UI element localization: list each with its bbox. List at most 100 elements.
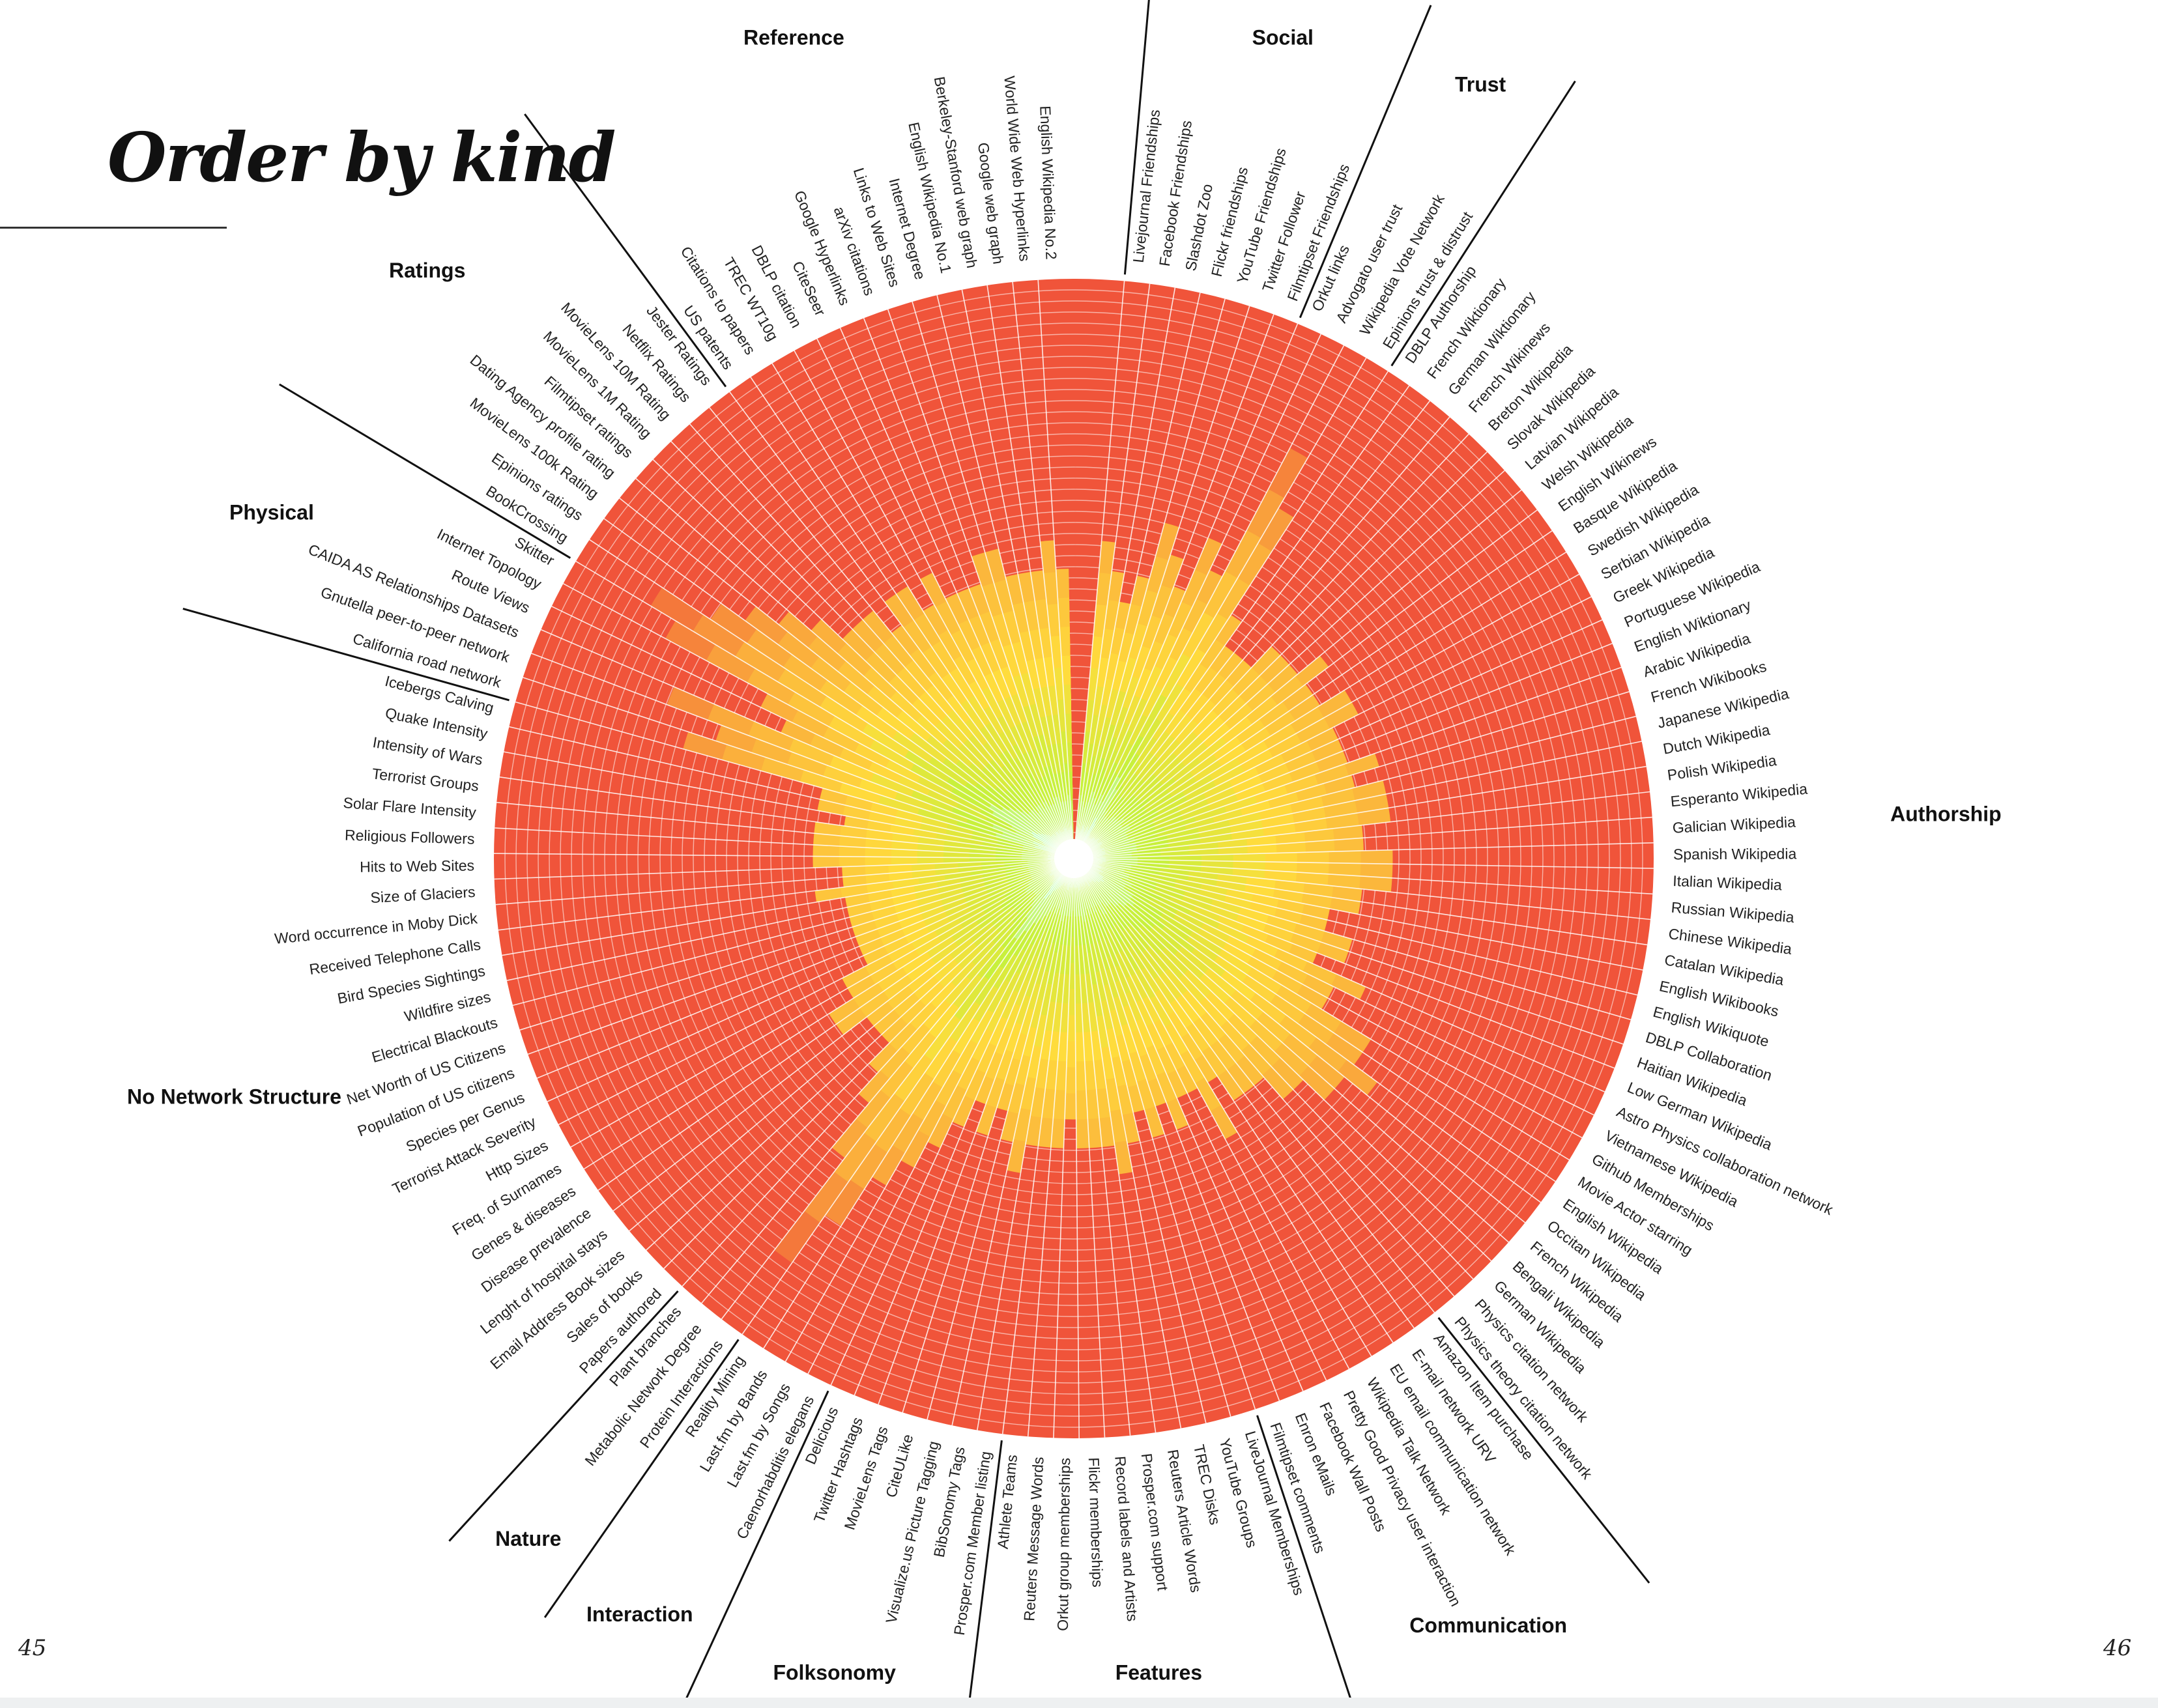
spoke-separator: [619, 498, 1074, 859]
network-label: CiteULike: [882, 1432, 916, 1500]
spoke-separator: [495, 827, 1074, 859]
category-divider: [1256, 1415, 1355, 1708]
ring-line: [715, 500, 1433, 1217]
spoke-separator: [784, 858, 1074, 1362]
spoke-separator: [1073, 858, 1632, 1021]
spoke-separator: [701, 858, 1074, 1304]
spoke-separator: [1073, 323, 1299, 859]
network-label: Solar Flare Intensity: [343, 794, 477, 821]
category-label: Folksonomy: [773, 1660, 896, 1684]
ring-line: [626, 411, 1521, 1306]
spoke-separator: [1073, 666, 1622, 859]
spoke-separator: [951, 858, 1074, 1426]
ring-line: [515, 300, 1632, 1417]
spoke-separator: [536, 858, 1074, 1079]
spoke-separator: [1073, 858, 1207, 1423]
dividers-layer: [182, 0, 1650, 1708]
spoke-separator: [1073, 619, 1603, 859]
spoke-separator: [1073, 858, 1653, 895]
network-label: Record labels and Artists: [1112, 1455, 1141, 1622]
ring-line: [571, 356, 1577, 1361]
spoke-separator: [1053, 858, 1074, 1438]
spoke-separator: [1073, 858, 1583, 1139]
category-divider: [543, 1339, 740, 1618]
spoke-separator: [1073, 858, 1615, 1069]
category-divider: [968, 1440, 1003, 1708]
spoke-separator: [1073, 858, 1605, 1092]
spoke-separator: [961, 289, 1074, 859]
ring-line: [582, 367, 1566, 1350]
category-divider: [1390, 80, 1576, 367]
network-label: Reuters Message Words: [1020, 1457, 1046, 1622]
spoke-separator: [663, 858, 1074, 1270]
spoke-separator: [682, 858, 1074, 1287]
category-label: Reference: [743, 25, 844, 49]
spoke-separator: [1073, 858, 1624, 1045]
spoke-separator: [652, 459, 1074, 859]
ring-line: [693, 477, 1455, 1240]
spoke-separator: [1073, 552, 1567, 859]
spoke-separator: [1073, 334, 1322, 859]
spoke-separator: [689, 423, 1074, 859]
network-label: Slashdot Zoo: [1182, 182, 1216, 272]
spoke-separator: [1073, 858, 1556, 1182]
spoke-separator: [816, 338, 1074, 859]
spoke-separator: [597, 858, 1074, 1191]
category-label: Physical: [229, 500, 314, 524]
spoke-separator: [763, 858, 1074, 1349]
spoke-separator: [977, 858, 1074, 1430]
spoke-separator: [1073, 858, 1157, 1433]
spoke-separator: [1073, 691, 1630, 859]
spoke-separator: [1073, 858, 1280, 1401]
spoke-separator: [635, 477, 1074, 859]
category-divider: [182, 607, 510, 702]
ring-line: [549, 334, 1599, 1384]
spoke-separator: [1073, 715, 1636, 859]
spoke-separator: [583, 858, 1074, 1170]
category-divider: [1299, 5, 1432, 319]
spoke-separator: [494, 858, 1074, 880]
spoke-separator: [1073, 858, 1526, 1223]
category-label: No Network Structure: [127, 1085, 341, 1108]
spoke-separator: [1073, 816, 1652, 859]
category-label: Social: [1252, 25, 1314, 49]
ring-line: [526, 311, 1621, 1406]
spoke-separator: [936, 294, 1074, 859]
ring-line: [748, 533, 1400, 1184]
spoke-separator: [512, 858, 1074, 1006]
ring-line: [670, 455, 1477, 1262]
spoke-separator: [498, 858, 1074, 931]
ring-line: [737, 522, 1411, 1195]
spoke-separator: [1073, 858, 1594, 1116]
spoke-separator: [1073, 385, 1410, 859]
bottom-strip: [0, 1698, 2158, 1708]
spoke-separator: [527, 858, 1074, 1055]
spoke-separator: [1073, 858, 1542, 1203]
spoke-separator: [1073, 858, 1327, 1381]
spoke-separator: [1073, 858, 1570, 1161]
spoke-separator: [1073, 858, 1372, 1357]
spoke-separator: [1073, 287, 1176, 859]
ring-line: [659, 444, 1488, 1273]
ring-line: [648, 433, 1499, 1284]
network-label: Livejournal Friendships: [1130, 109, 1164, 264]
spoke-separator: [575, 561, 1074, 859]
spoke-separator: [887, 309, 1074, 859]
spoke-separator: [1073, 642, 1613, 859]
spoke-separator: [1073, 858, 1131, 1436]
spoke-separator: [1073, 858, 1415, 1329]
spoke-separator: [1073, 400, 1431, 859]
spoke-separator: [1073, 596, 1592, 859]
spoke-separator: [1073, 283, 1151, 859]
spoke-separator: [1073, 433, 1469, 859]
spoke-separator: [1073, 489, 1522, 859]
spoke-separator: [807, 858, 1074, 1374]
title-rule: [0, 227, 227, 229]
category-divider: [524, 113, 727, 388]
spoke-separator: [1073, 470, 1505, 859]
spoke-separator: [551, 606, 1074, 859]
spoke-separator: [1073, 298, 1226, 859]
spoke-separator: [863, 318, 1074, 859]
category-divider: [1437, 1317, 1650, 1584]
category-divider: [1123, 0, 1150, 275]
